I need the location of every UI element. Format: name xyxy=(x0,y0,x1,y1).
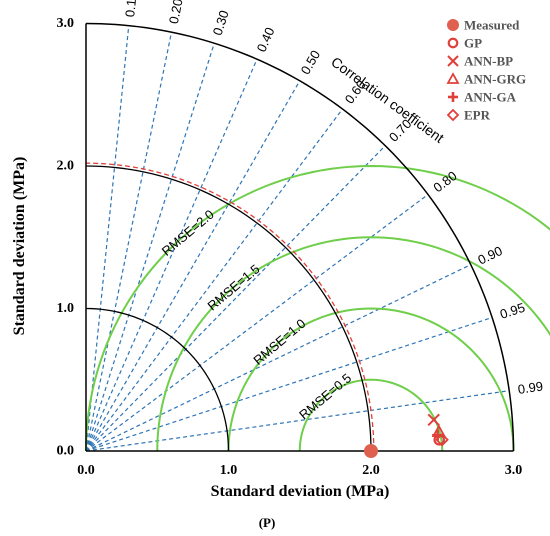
legend-marker-ann-bp-stroke-b xyxy=(447,55,459,67)
x-tick-label-0: 0.0 xyxy=(77,463,95,478)
legend-marker-gp-shape xyxy=(447,37,459,49)
correlation-line-1 xyxy=(85,32,173,452)
correlation-line-5 xyxy=(85,108,343,452)
rmse-contour-3 xyxy=(85,164,550,451)
legend-label-ann-grg: ANN-GRG xyxy=(464,72,526,87)
caption: (P) xyxy=(259,515,276,530)
correlation-tick-label-9: 0.95 xyxy=(498,300,527,322)
marker-ann-bp xyxy=(427,413,440,427)
marker-epr-shape xyxy=(435,432,449,447)
rmse-contour-1 xyxy=(227,307,515,451)
rmse-label-2: RMSE=1.5 xyxy=(205,261,263,313)
correlation-line-4 xyxy=(85,80,301,452)
legend-marker-ann-ga xyxy=(448,92,458,102)
axes xyxy=(85,22,515,452)
reference-arc xyxy=(85,162,375,452)
x-tick-label-2: 2.0 xyxy=(362,463,380,478)
legend-marker-measured-shape xyxy=(447,19,459,31)
correlation-line-3 xyxy=(85,58,258,452)
legend: Measured GP ANN-BP ANN-GRG ANN-GA EPR xyxy=(446,18,526,123)
x-tick-label-3: 3.0 xyxy=(505,463,523,478)
y-tick-label-3: 3.0 xyxy=(57,16,75,31)
legend-marker-measured xyxy=(447,19,459,31)
legend-marker-gp xyxy=(447,37,459,49)
correlation-tick-label-4: 0.50 xyxy=(298,48,324,77)
legend-marker-ann-grg xyxy=(446,72,460,84)
correlation-line-2 xyxy=(85,43,215,452)
legend-marker-ann-bp xyxy=(447,55,459,67)
marker-epr xyxy=(435,432,449,447)
correlation-line-8 xyxy=(85,264,472,452)
y-tick-label-1: 1.0 xyxy=(57,301,75,316)
legend-label-epr: EPR xyxy=(464,108,491,123)
rmse-contours xyxy=(85,164,550,451)
outer-arc xyxy=(85,22,515,452)
correlation-line-7 xyxy=(85,194,429,452)
data-markers xyxy=(364,413,449,458)
legend-marker-ann-grg-shape xyxy=(446,72,460,84)
y-tick-label-2: 2.0 xyxy=(57,159,75,174)
rmse-label-3: RMSE=2.0 xyxy=(159,207,217,259)
correlation-line-0 xyxy=(85,25,130,452)
std-tick-labels: 0.00.0 1.0 1.0 2.0 2.0 3.0 3.0 xyxy=(57,16,523,478)
correlation-line-6 xyxy=(85,145,386,452)
correlation-tick-label-3: 0.40 xyxy=(254,25,278,54)
rmse-label-1: RMSE=1.0 xyxy=(250,316,308,368)
correlation-tick-label-0: 0.10 xyxy=(122,0,139,18)
legend-label-ann-ga: ANN-GA xyxy=(464,90,517,105)
correlation-tick-label-1: 0.20 xyxy=(166,0,186,25)
legend-marker-epr xyxy=(446,108,460,122)
legend-label-gp: GP xyxy=(464,36,482,51)
reference-std-arc xyxy=(85,162,375,452)
std-arc-0 xyxy=(85,307,230,452)
x-tick-label-1: 1.0 xyxy=(220,463,238,478)
rmse-contour-2 xyxy=(156,236,550,451)
correlation-line-9 xyxy=(85,316,493,452)
marker-measured xyxy=(364,444,378,458)
rmse-label-0: RMSE=0.5 xyxy=(296,370,354,422)
legend-label-measured: Measured xyxy=(464,18,520,33)
legend-label-ann-bp: ANN-BP xyxy=(464,54,513,69)
correlation-tick-label-8: 0.90 xyxy=(475,243,504,268)
y-tick-label-0: 0.0 xyxy=(57,444,75,459)
legend-marker-epr-shape xyxy=(446,108,460,122)
rmse-contour-0 xyxy=(298,378,444,451)
correlation-tick-label-2: 0.30 xyxy=(210,8,232,37)
correlation-tick-label-10: 0.99 xyxy=(517,378,544,396)
std-arcs xyxy=(85,165,372,452)
std-arc-1 xyxy=(85,165,372,452)
x-axis-title: Standard deviation (MPa) xyxy=(211,483,390,500)
y-axis-title: Standard deviation (MPa) xyxy=(11,157,28,336)
correlation-tick-label-7: 0.80 xyxy=(430,168,459,195)
marker-measured-shape xyxy=(364,444,378,458)
correlation-lines xyxy=(85,25,510,452)
marker-ann-bp-stroke-b xyxy=(427,413,440,427)
